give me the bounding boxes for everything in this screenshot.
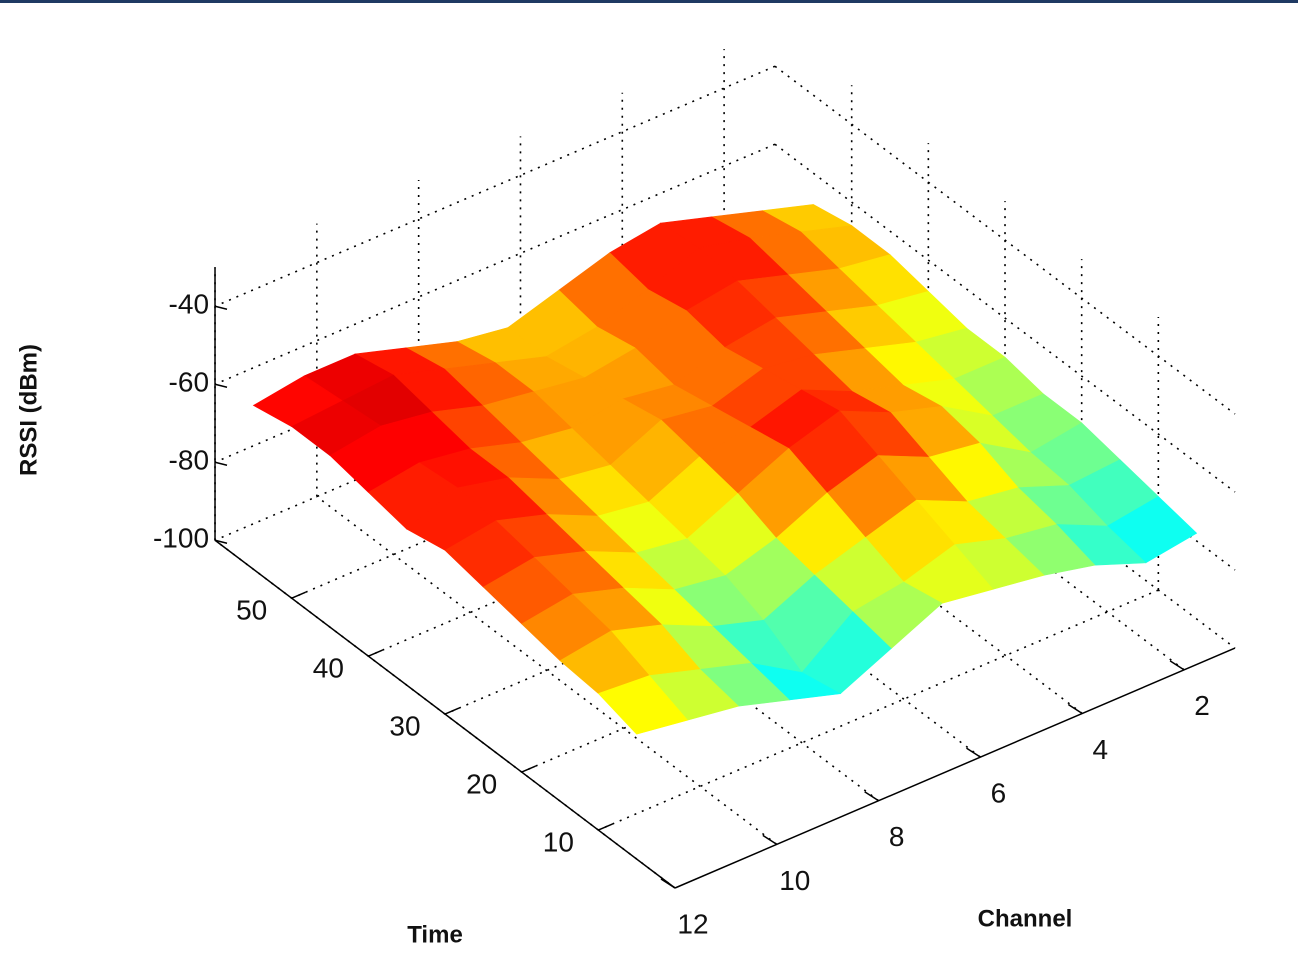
x-tick [1067, 703, 1083, 715]
y-tick [521, 765, 536, 773]
x-axis-line [674, 647, 1236, 889]
surface-patch [597, 675, 689, 735]
y-tick-label: 20 [466, 768, 497, 799]
z-tick [214, 383, 228, 388]
y-tick [368, 649, 383, 657]
z-tick-label: -40 [169, 289, 209, 320]
z-tick-label: -60 [169, 367, 209, 398]
z-tick [214, 305, 228, 310]
x-tick-label: 6 [991, 777, 1007, 808]
x-tick-label: 12 [677, 908, 708, 939]
x-tick-label: 10 [779, 865, 810, 896]
y-axis-label: Time [407, 921, 463, 948]
x-axis-label: Channel [978, 905, 1073, 932]
x-tick [762, 834, 778, 845]
z-tick-label: -100 [153, 523, 209, 554]
y-tick-label: 10 [543, 826, 574, 857]
top-bar [0, 0, 1298, 3]
surface [252, 204, 1198, 735]
grid-line [316, 495, 778, 846]
y-tick-label: 30 [389, 711, 420, 742]
x-tick [660, 878, 676, 889]
y-tick [444, 707, 460, 715]
z-tick [214, 539, 228, 544]
z-tick-label: -80 [169, 445, 209, 476]
z-axis-label: RSSI (dBm) [15, 344, 42, 476]
axes: 2 4 6 8 10 12 10 20 30 40 50 -100 -80 -60 -40 [153, 267, 1236, 939]
x-tick-label: 4 [1092, 734, 1108, 765]
y-tick-label: 40 [313, 653, 344, 684]
x-tick-label: 2 [1194, 690, 1210, 721]
grid-line [214, 143, 776, 385]
grid-line [774, 143, 1236, 493]
y-tick [598, 823, 613, 831]
grid-line [598, 589, 1159, 831]
y-tick [291, 591, 306, 599]
grid-line [214, 65, 776, 307]
x-tick [966, 747, 981, 758]
z-tick [214, 461, 228, 466]
y-tick-label: 50 [236, 595, 267, 626]
x-tick [1169, 660, 1185, 671]
x-tick [864, 791, 880, 802]
grid-line [774, 65, 1236, 415]
x-tick-label: 8 [889, 821, 905, 852]
